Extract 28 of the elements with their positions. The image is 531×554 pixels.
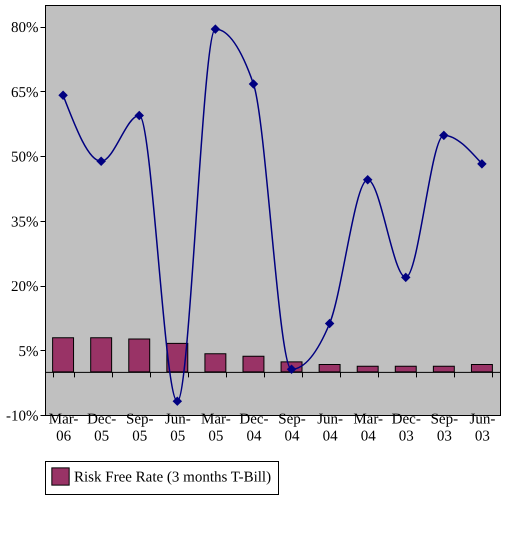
x-tick-label: Dec-03 (392, 411, 421, 444)
y-tick-label: 5% (18, 344, 38, 360)
y-tick-label: 65% (11, 84, 38, 101)
point (324, 318, 334, 328)
legend-label: Risk Free Rate (3 months T-Bill) (74, 470, 272, 486)
point (172, 396, 182, 406)
y-tick-label: 50% (11, 150, 38, 166)
point (134, 110, 144, 120)
x-tick-label: Sep-03 (430, 411, 458, 444)
y-tick-label: 80% (11, 20, 38, 36)
x-tick-label: Jun-03 (469, 411, 496, 444)
point (248, 79, 258, 89)
y-tick-label: 35% (11, 214, 38, 230)
x-tick-label: Jun-05 (164, 411, 191, 444)
y-tick-label: 20% (11, 279, 38, 296)
x-tick-label: Jun-04 (317, 411, 344, 444)
point (401, 272, 411, 282)
x-tick-label: Sep-04 (278, 411, 306, 444)
point (439, 130, 449, 140)
point (58, 90, 68, 100)
y-tick-label: -10% (6, 408, 38, 424)
x-tick-label: Dec-04 (239, 411, 269, 444)
x-tick-label: Dec-05 (87, 411, 116, 444)
point (362, 175, 372, 185)
point (210, 24, 220, 34)
point (477, 159, 487, 169)
x-tick-label: Sep-05 (126, 411, 154, 444)
point (96, 156, 106, 166)
